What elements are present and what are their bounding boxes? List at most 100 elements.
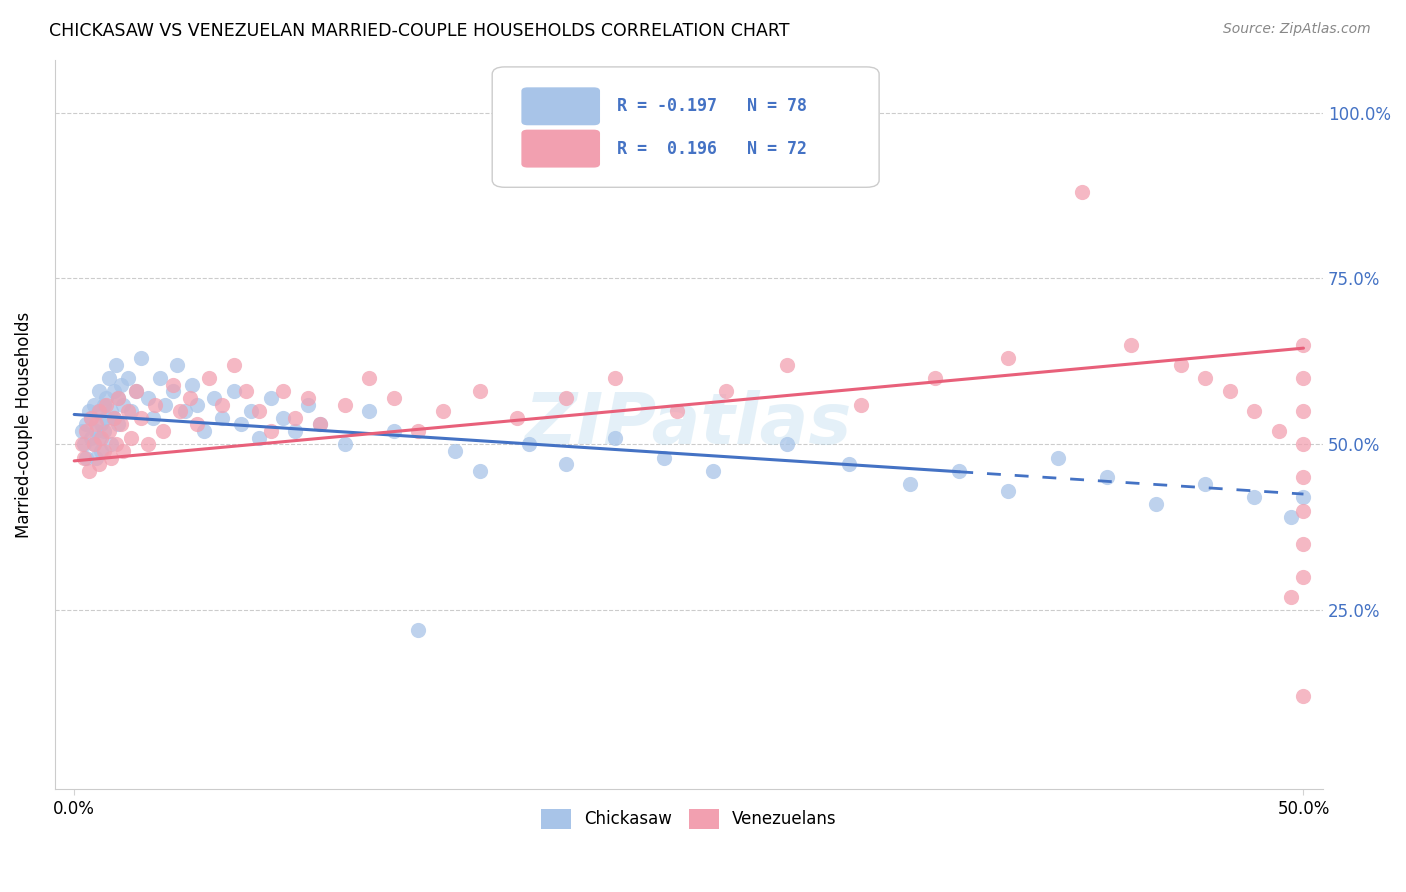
Point	[80, 410, 103, 425]
Point	[86, 417, 108, 432]
Point	[849, 397, 872, 411]
Point	[665, 404, 688, 418]
Point	[93, 424, 115, 438]
Point	[100, 404, 122, 418]
Point	[235, 384, 257, 399]
Point	[186, 397, 208, 411]
Point	[382, 424, 405, 438]
Point	[97, 424, 120, 438]
Point	[124, 384, 146, 399]
Point	[702, 464, 724, 478]
Point	[193, 424, 215, 438]
Point	[86, 450, 108, 465]
FancyBboxPatch shape	[522, 87, 600, 125]
Point	[152, 424, 174, 438]
Point	[997, 351, 1019, 365]
Text: R = -0.197   N = 78: R = -0.197 N = 78	[616, 97, 807, 115]
Point	[1268, 424, 1291, 438]
Point	[202, 391, 225, 405]
Point	[166, 358, 188, 372]
Point	[87, 431, 110, 445]
Point	[260, 424, 283, 438]
Point	[112, 397, 135, 411]
Point	[714, 384, 737, 399]
Point	[1292, 338, 1315, 352]
Point	[432, 404, 454, 418]
Y-axis label: Married-couple Households: Married-couple Households	[15, 311, 32, 538]
Point	[76, 450, 98, 465]
Point	[271, 384, 294, 399]
Point	[129, 410, 152, 425]
Point	[1071, 186, 1094, 200]
Point	[1095, 470, 1118, 484]
Point	[1243, 404, 1265, 418]
Point	[231, 417, 253, 432]
Point	[83, 437, 105, 451]
Point	[110, 377, 132, 392]
Point	[333, 437, 356, 451]
Point	[603, 371, 626, 385]
Point	[271, 410, 294, 425]
Point	[924, 371, 946, 385]
Point	[603, 431, 626, 445]
Point	[80, 431, 103, 445]
Point	[297, 397, 319, 411]
Point	[506, 410, 529, 425]
Point	[96, 391, 118, 405]
Point	[1170, 358, 1192, 372]
Point	[87, 404, 110, 418]
Point	[136, 391, 159, 405]
Point	[1279, 590, 1302, 604]
Point	[359, 371, 381, 385]
Point	[136, 437, 159, 451]
Point	[1243, 491, 1265, 505]
Point	[103, 410, 125, 425]
Point	[143, 397, 166, 411]
Point	[107, 417, 129, 432]
Point	[333, 397, 356, 411]
Point	[1194, 477, 1216, 491]
Point	[1292, 404, 1315, 418]
FancyBboxPatch shape	[522, 129, 600, 168]
Point	[87, 457, 110, 471]
Point	[73, 450, 96, 465]
Point	[554, 391, 576, 405]
Point	[181, 377, 204, 392]
Point	[80, 410, 103, 425]
Point	[776, 437, 799, 451]
Point	[1292, 537, 1315, 551]
Point	[211, 397, 233, 411]
Text: ZIPatlas: ZIPatlas	[526, 390, 852, 458]
Point	[117, 404, 139, 418]
Point	[112, 444, 135, 458]
Point	[382, 391, 405, 405]
Point	[1144, 497, 1167, 511]
Point	[517, 437, 540, 451]
Point	[93, 444, 115, 458]
Point	[1279, 510, 1302, 524]
Point	[1046, 450, 1069, 465]
Point	[173, 404, 195, 418]
Point	[96, 397, 118, 411]
Point	[247, 431, 270, 445]
Point	[247, 404, 270, 418]
Point	[86, 424, 108, 438]
Point	[309, 417, 332, 432]
Point	[211, 410, 233, 425]
Point	[103, 384, 125, 399]
Point	[948, 464, 970, 478]
Point	[104, 437, 127, 451]
Point	[100, 450, 122, 465]
Point	[898, 477, 921, 491]
Point	[222, 384, 245, 399]
Point	[198, 371, 221, 385]
Point	[117, 371, 139, 385]
Point	[153, 397, 176, 411]
Point	[179, 391, 201, 405]
Point	[149, 371, 172, 385]
Point	[222, 358, 245, 372]
Point	[100, 437, 122, 451]
Point	[129, 351, 152, 365]
Point	[124, 384, 146, 399]
Text: Source: ZipAtlas.com: Source: ZipAtlas.com	[1223, 22, 1371, 37]
